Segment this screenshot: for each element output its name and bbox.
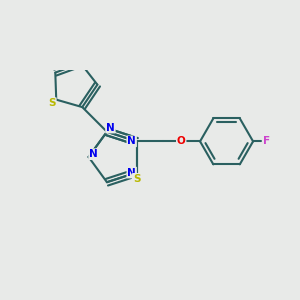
- Text: S: S: [133, 174, 140, 184]
- Text: S: S: [48, 98, 56, 108]
- Text: O: O: [177, 136, 186, 146]
- Text: N: N: [127, 136, 136, 146]
- Text: N: N: [89, 149, 98, 159]
- Text: F: F: [263, 136, 271, 146]
- Text: N: N: [127, 168, 136, 178]
- Text: N: N: [106, 123, 115, 133]
